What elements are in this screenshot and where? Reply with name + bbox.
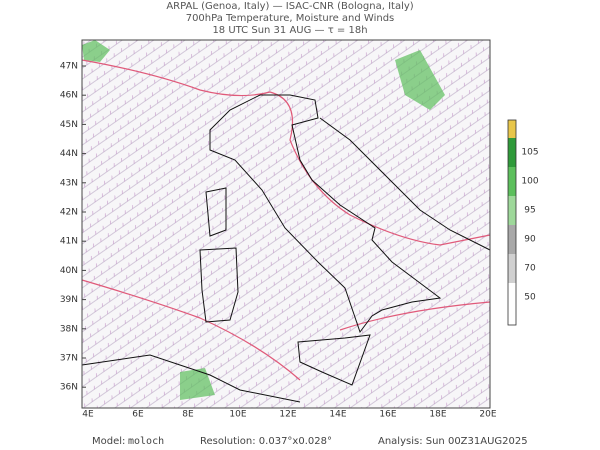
lat-label: 43N bbox=[60, 178, 78, 188]
lon-label: 14E bbox=[329, 410, 346, 420]
lat-label: 46N bbox=[60, 91, 78, 101]
map-area bbox=[81, 39, 491, 409]
lat-label: 39N bbox=[60, 295, 78, 305]
lat-label: 47N bbox=[60, 62, 78, 72]
footer-analysis: Analysis: Sun 00Z31AUG2025 bbox=[378, 436, 528, 447]
colorbar bbox=[507, 119, 517, 326]
colorbar-label: 90 bbox=[524, 235, 536, 245]
colorbar-label: 70 bbox=[524, 264, 536, 274]
footer-resolution: Resolution: 0.037°x0.028° bbox=[200, 436, 332, 447]
lat-label: 37N bbox=[60, 354, 78, 364]
header-line: 18 UTC Sun 31 AUG — τ = 18h bbox=[212, 25, 367, 36]
lat-label: 40N bbox=[60, 266, 78, 276]
lon-label: 20E bbox=[479, 410, 496, 420]
footer-model: moloch bbox=[128, 436, 164, 447]
colorbar-label: 105 bbox=[521, 148, 538, 158]
lon-label: 8E bbox=[182, 410, 194, 420]
lon-label: 18E bbox=[429, 410, 446, 420]
lat-label: 42N bbox=[60, 208, 78, 218]
lon-label: 10E bbox=[229, 410, 246, 420]
lat-label: 36N bbox=[60, 383, 78, 393]
lat-label: 38N bbox=[60, 324, 78, 334]
footer-model-label: Model: bbox=[92, 436, 125, 447]
header-line: 700hPa Temperature, Moisture and Winds bbox=[186, 13, 395, 24]
colorbar-label: 95 bbox=[524, 206, 535, 216]
lon-label: 16E bbox=[379, 410, 396, 420]
lat-label: 41N bbox=[60, 237, 78, 247]
lon-label: 4E bbox=[82, 410, 94, 420]
header-line: ARPAL (Genoa, Italy) — ISAC-CNR (Bologna… bbox=[166, 1, 413, 12]
lon-label: 12E bbox=[279, 410, 296, 420]
lat-label: 45N bbox=[60, 120, 78, 130]
colorbar-label: 100 bbox=[521, 177, 538, 187]
lon-label: 6E bbox=[132, 410, 144, 420]
lat-label: 44N bbox=[60, 149, 78, 159]
colorbar-label: 50 bbox=[524, 293, 536, 303]
